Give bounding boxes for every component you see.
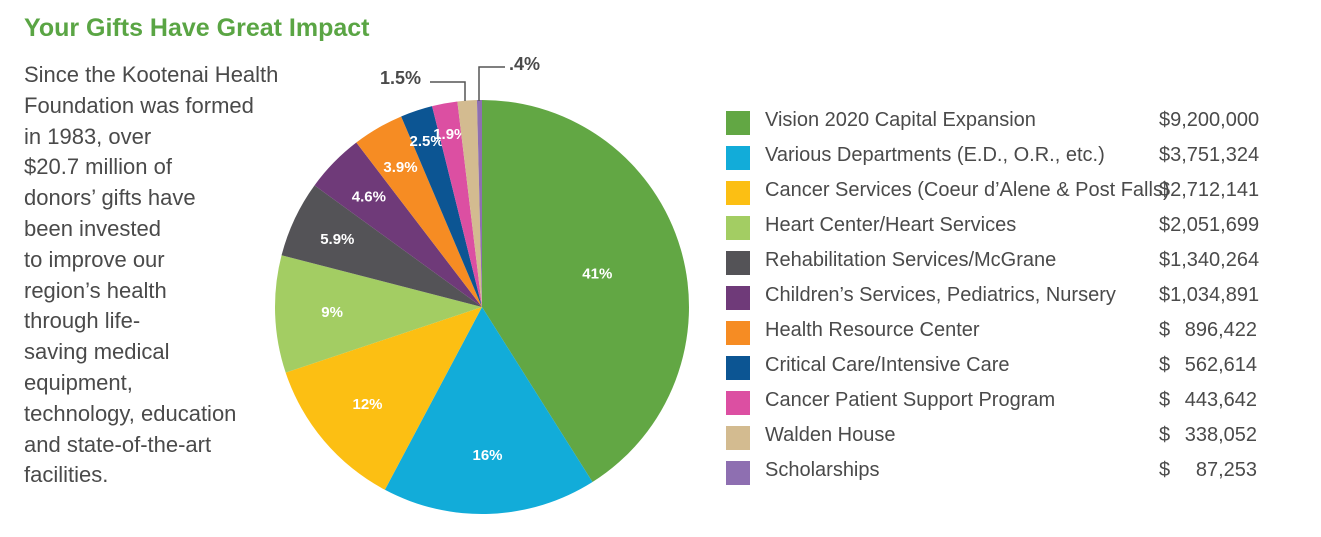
legend-label: Cancer Services (Coeur d’Alene & Post Fa… xyxy=(765,179,1170,201)
legend-amount: $9,200,000 xyxy=(1159,109,1260,131)
legend-amount: $3,751,324 xyxy=(1159,144,1260,166)
chart-title: Your Gifts Have Great Impact xyxy=(24,14,370,42)
slice-percent-label: 9% xyxy=(321,304,343,321)
pie-slice xyxy=(432,101,482,307)
legend-amount: $1,340,264 xyxy=(1159,249,1260,271)
legend-swatch xyxy=(726,146,750,170)
legend-label: Critical Care/Intensive Care xyxy=(765,354,1010,376)
intro-line: to improve our xyxy=(24,246,165,272)
legend-swatch xyxy=(726,111,750,135)
slice-percent-label: 16% xyxy=(472,447,502,464)
pie-chart: 41% 16% 12% 9% 5.9% 4.6% 3.9% 2.5%1.9% 1.5% .4% xyxy=(274,54,690,515)
pie-slice xyxy=(401,106,482,307)
leader-line xyxy=(430,81,466,101)
legend-amount: $338,052 xyxy=(1159,424,1257,446)
legend-label: Vision 2020 Capital Expansion xyxy=(765,109,1036,131)
intro-line: $20.7 million of xyxy=(24,154,172,180)
legend-item: Walden House $338,052 xyxy=(726,423,1286,458)
intro-paragraph: Since the Kootenai Health Foundation was… xyxy=(24,60,304,491)
pie-slice xyxy=(482,99,690,483)
slice-percent-label: 1.5% xyxy=(380,68,421,88)
legend-amount: $443,642 xyxy=(1159,389,1257,411)
legend-label: Cancer Patient Support Program xyxy=(765,389,1056,411)
legend-label: Heart Center/Heart Services xyxy=(765,214,1017,236)
legend-label: Rehabilitation Services/McGrane xyxy=(765,249,1057,271)
legend-swatch xyxy=(726,181,750,205)
pie-slice xyxy=(356,116,482,307)
intro-line: Since the Kootenai Health xyxy=(24,62,279,87)
intro-line: technology, education xyxy=(24,400,237,426)
intro-line: been invested xyxy=(24,215,161,241)
legend-label: Health Resource Center xyxy=(765,319,980,341)
chart-legend: Vision 2020 Capital Expansion $9,200,000… xyxy=(726,108,1286,493)
intro-line: and state-of-the-art xyxy=(24,431,212,457)
slice-percent-label: 41% xyxy=(582,266,612,283)
pie-slice xyxy=(285,307,482,490)
legend-amount: $1,034,891 xyxy=(1159,284,1260,306)
legend-amount: $896,422 xyxy=(1159,319,1257,341)
slice-percent-label: 3.9% xyxy=(383,159,417,176)
legend-label: Children’s Services, Pediatrics, Nursery xyxy=(765,284,1116,306)
intro-line: facilities. xyxy=(24,462,109,488)
intro-line: donors’ gifts have xyxy=(24,185,196,211)
leader-line xyxy=(478,66,505,101)
legend-amount: $2,051,699 xyxy=(1159,214,1260,236)
legend-item: Various Departments (E.D., O.R., etc.) $… xyxy=(726,143,1286,178)
slice-percent-label: 2.5% xyxy=(409,133,443,150)
legend-swatch xyxy=(726,251,750,275)
pie-slice xyxy=(314,142,482,307)
legend-swatch xyxy=(726,461,750,485)
intro-line: equipment, xyxy=(24,369,133,395)
intro-line: Foundation was formed xyxy=(24,92,254,118)
slice-percent-label: 4.6% xyxy=(352,189,386,206)
legend-swatch xyxy=(726,321,750,345)
legend-label: Walden House xyxy=(765,424,896,446)
legend-swatch xyxy=(726,216,750,240)
pie-slice xyxy=(457,100,482,307)
legend-swatch xyxy=(726,391,750,415)
legend-item: Cancer Patient Support Program $443,642 xyxy=(726,388,1286,423)
legend-item: Children’s Services, Pediatrics, Nursery… xyxy=(726,283,1286,318)
slice-percent-label: 1.9% xyxy=(433,126,467,143)
legend-amount: $87,253 xyxy=(1159,459,1257,481)
pie-slice xyxy=(281,185,482,307)
pie-slice xyxy=(274,255,482,373)
legend-item: Scholarships $87,253 xyxy=(726,458,1286,493)
slice-percent-label: .4% xyxy=(509,54,540,74)
legend-swatch xyxy=(726,356,750,380)
legend-item: Rehabilitation Services/McGrane $1,340,2… xyxy=(726,248,1286,283)
slice-percent-label: 12% xyxy=(352,396,382,413)
slice-percent-label: 5.9% xyxy=(320,231,354,248)
legend-swatch xyxy=(726,286,750,310)
legend-label: Various Departments (E.D., O.R., etc.) xyxy=(765,144,1105,166)
intro-line: saving medical xyxy=(24,339,170,365)
intro-line: region’s health xyxy=(24,277,167,303)
pie-slice xyxy=(384,307,593,515)
legend-amount: $2,712,141 xyxy=(1159,179,1260,201)
intro-line: in 1983, over xyxy=(24,123,152,149)
legend-item: Heart Center/Heart Services $2,051,699 xyxy=(726,213,1286,248)
legend-label: Scholarships xyxy=(765,459,880,481)
legend-amount: $562,614 xyxy=(1159,354,1257,376)
legend-swatch xyxy=(726,426,750,450)
legend-item: Vision 2020 Capital Expansion $9,200,000 xyxy=(726,108,1286,143)
legend-item: Critical Care/Intensive Care $562,614 xyxy=(726,353,1286,388)
legend-item: Health Resource Center $896,422 xyxy=(726,318,1286,353)
intro-line: through life- xyxy=(24,308,141,334)
legend-item: Cancer Services (Coeur d’Alene & Post Fa… xyxy=(726,178,1286,213)
pie-slice xyxy=(476,99,482,307)
